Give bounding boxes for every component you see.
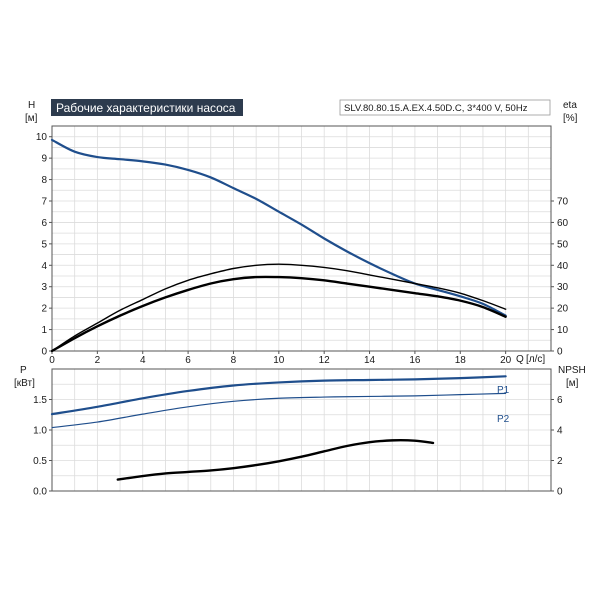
flow-axis-label: Q <box>516 354 524 365</box>
head-tick-label: 10 <box>36 132 48 143</box>
npsh-tick-label: 4 <box>557 426 563 437</box>
chart-title-background <box>51 99 243 116</box>
series-lines <box>50 138 507 481</box>
eta-tick-label: 20 <box>557 304 569 315</box>
eta-axis-label: eta <box>563 100 577 111</box>
eta-tick-label: 10 <box>557 325 569 336</box>
head-tick-label: 4 <box>41 261 47 272</box>
x-tick-label: 10 <box>273 355 285 366</box>
model-box <box>339 99 551 116</box>
x-tick-label: 6 <box>185 355 191 366</box>
curve-npsh <box>116 439 435 481</box>
power-tick-label: 1.0 <box>33 426 47 437</box>
curve-p1 <box>50 375 507 416</box>
eta-tick-label: 70 <box>557 197 569 208</box>
head-tick-label: 2 <box>41 304 47 315</box>
curve-efficiency-2 <box>50 275 507 353</box>
head-axis-unit: [м] <box>25 113 38 124</box>
main-panel-frame <box>51 125 552 352</box>
power-axis-label: P <box>20 365 27 376</box>
x-tick-label: 16 <box>409 355 421 366</box>
eta-tick-label: 50 <box>557 239 569 250</box>
series-label-p2: P2 <box>497 414 510 425</box>
head-tick-label: 6 <box>41 218 47 229</box>
eta-tick-label: 0 <box>557 347 563 358</box>
head-tick-label: 1 <box>41 325 47 336</box>
curve-p2 <box>51 392 507 429</box>
power-panel-grid <box>51 368 552 492</box>
main-panel-border <box>51 125 552 352</box>
tick-labels: 0 2 4 6 8 10 12 14 16 18 2001234567891001020304050… <box>33 132 568 497</box>
series-label-p1: P1 <box>497 385 510 396</box>
npsh-axis-unit: [м] <box>566 378 579 389</box>
eta-axis-unit: [%] <box>563 113 578 124</box>
flow-axis-unit: [л/с] <box>526 354 545 365</box>
head-tick-label: 0 <box>41 347 47 358</box>
head-tick-label: 3 <box>41 282 47 293</box>
x-tick-label: 4 <box>140 355 146 366</box>
x-tick-label: 20 <box>500 355 512 366</box>
power-axis-unit: [кВт] <box>14 378 35 389</box>
chart-title: Рабочие характеристики насоса <box>56 101 236 115</box>
x-tick-label: 0 <box>49 355 55 366</box>
x-tick-label: 14 <box>364 355 376 366</box>
x-tick-label: 12 <box>319 355 331 366</box>
power-tick-label: 0.5 <box>33 456 47 467</box>
head-tick-label: 8 <box>41 175 47 186</box>
head-tick-label: 9 <box>41 154 47 165</box>
head-tick-label: 5 <box>41 239 47 250</box>
x-tick-label: 8 <box>231 355 237 366</box>
npsh-tick-label: 6 <box>557 395 563 406</box>
head-axis-label: H <box>28 100 35 111</box>
x-tick-label: 2 <box>95 355 101 366</box>
head-tick-label: 7 <box>41 197 47 208</box>
model-designation: SLV.80.80.15.A.EX.4.50D.C, 3*400 V, 50Hz <box>344 103 528 114</box>
eta-tick-label: 40 <box>557 261 569 272</box>
x-tick-label: 18 <box>455 355 467 366</box>
npsh-tick-label: 0 <box>557 487 563 498</box>
eta-tick-label: 30 <box>557 282 569 293</box>
curve-head <box>50 138 507 317</box>
power-tick-label: 0.0 <box>33 487 47 498</box>
eta-tick-label: 60 <box>557 218 569 229</box>
curve-efficiency <box>51 263 507 352</box>
npsh-axis-label: NPSH <box>558 365 586 376</box>
npsh-tick-label: 2 <box>557 456 563 467</box>
power-tick-label: 1.5 <box>33 395 47 406</box>
